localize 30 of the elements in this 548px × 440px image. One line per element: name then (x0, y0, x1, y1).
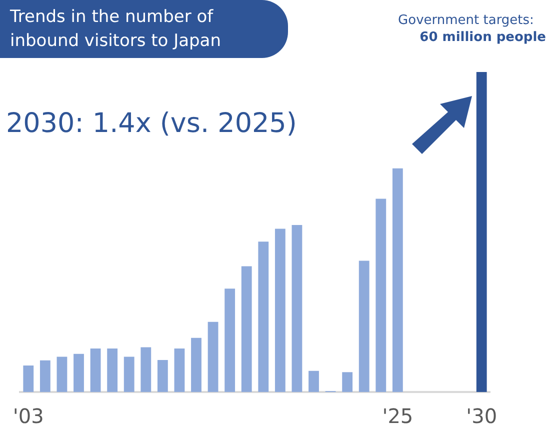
bar (157, 360, 168, 392)
bar (376, 198, 386, 392)
bar (174, 348, 185, 392)
bar (74, 354, 84, 392)
bar (40, 360, 50, 392)
bar (308, 370, 319, 392)
bar (124, 356, 134, 392)
bar (358, 260, 370, 392)
bar (140, 347, 152, 392)
bar (241, 266, 252, 392)
x-tick-label: '25 (382, 404, 414, 428)
x-tick-label: '30 (466, 404, 498, 428)
text: Government targets: (397, 12, 535, 29)
bar (292, 224, 302, 392)
bar (476, 72, 487, 392)
bar (392, 168, 403, 392)
bar (224, 288, 236, 392)
bar (56, 356, 68, 392)
x-tick-label: '03 (12, 404, 44, 428)
chart-title: Trends in the number of inbound visitors to Japan (0, 0, 288, 58)
annotation: 2030: 1.4x (vs. 2025) (6, 108, 297, 139)
text: 60 million people (418, 29, 546, 46)
bar (90, 348, 101, 392)
bar (23, 365, 34, 392)
bar (208, 322, 218, 392)
bar (274, 228, 286, 392)
bar (342, 372, 353, 392)
bar (107, 348, 118, 392)
bar (191, 338, 202, 392)
bar (258, 242, 269, 392)
